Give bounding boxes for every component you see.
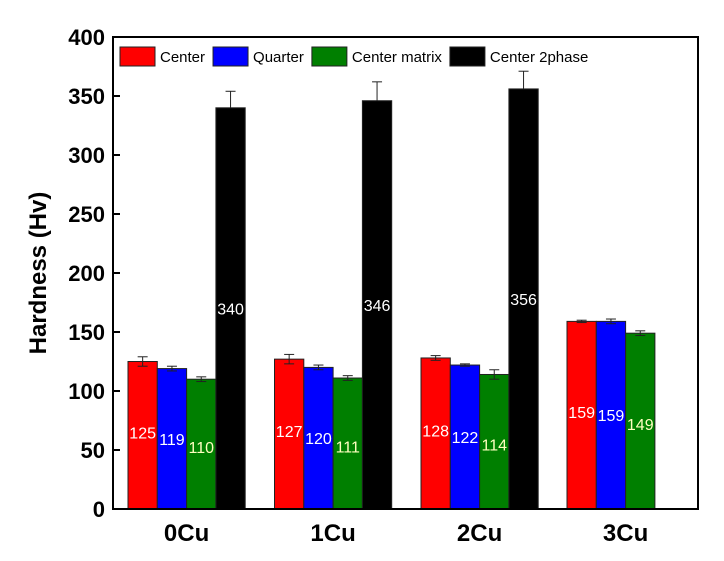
y-tick-label: 250 (68, 202, 105, 227)
data-label: 128 (422, 423, 449, 440)
legend-label: Quarter (253, 49, 304, 66)
data-label: 149 (627, 417, 654, 434)
x-axis: 0Cu 1Cu 2Cu 3Cu (164, 520, 648, 547)
error-bar (313, 364, 324, 371)
legend-label: Center matrix (352, 49, 443, 66)
error-bar (635, 330, 646, 337)
bar (625, 332, 656, 510)
y-axis: 0 50 100 150 200 250 300 350 400 (68, 25, 120, 522)
data-label: 159 (598, 408, 625, 425)
bar (508, 88, 539, 510)
legend-item: Quarter (212, 46, 304, 67)
data-label: 120 (305, 431, 332, 448)
y-tick-label: 50 (81, 438, 105, 463)
y-tick-label: 100 (68, 379, 105, 404)
bar (595, 320, 627, 510)
data-label: 119 (159, 432, 185, 449)
error-bar (459, 363, 470, 367)
legend-label: Center (160, 49, 205, 66)
error-bar (225, 90, 236, 108)
x-category-label: 1Cu (310, 520, 355, 547)
y-tick-label: 200 (68, 261, 105, 286)
data-label: 340 (217, 301, 244, 318)
legend-swatch (119, 46, 156, 67)
error-bar (518, 70, 529, 89)
bar (127, 361, 158, 510)
error-bar (489, 369, 500, 380)
data-label: 125 (129, 425, 156, 442)
legend-item: Center (119, 46, 205, 67)
error-bar (372, 81, 383, 101)
error-bar (196, 376, 207, 383)
legend-label: Center 2phase (490, 49, 588, 66)
x-category-label: 2Cu (457, 520, 502, 547)
data-label: 110 (188, 440, 214, 457)
data-label: 356 (510, 292, 537, 309)
error-bar (576, 319, 587, 324)
data-label: 114 (481, 438, 507, 455)
error-bar (284, 353, 295, 365)
error-bar (605, 318, 616, 325)
legend-swatch (212, 46, 249, 67)
legend-swatch (311, 46, 348, 67)
data-label: 122 (452, 430, 479, 447)
y-axis-title: Hardness (Hv) (25, 192, 52, 355)
data-label: 346 (364, 298, 391, 315)
bar (361, 100, 393, 510)
data-label: 127 (276, 424, 303, 441)
legend: Center Quarter Center matrix Center 2phase (119, 46, 588, 67)
y-tick-label: 150 (68, 320, 105, 345)
error-bar (137, 356, 148, 367)
bar (479, 373, 510, 510)
error-bar (430, 355, 441, 361)
legend-item: Center matrix (311, 46, 443, 67)
legend-item: Center 2phase (449, 46, 588, 67)
y-tick-label: 300 (68, 143, 105, 168)
data-label: 159 (568, 405, 595, 422)
bar (274, 358, 305, 510)
legend-swatch (449, 46, 486, 67)
x-category-label: 0Cu (164, 520, 209, 547)
error-bar (166, 365, 177, 372)
x-category-label: 3Cu (603, 520, 648, 547)
y-tick-label: 0 (93, 497, 105, 522)
y-tick-label: 400 (68, 25, 105, 50)
error-bar (342, 375, 353, 381)
y-tick-label: 350 (68, 84, 105, 109)
data-label: 111 (336, 440, 360, 457)
bar (303, 366, 334, 510)
